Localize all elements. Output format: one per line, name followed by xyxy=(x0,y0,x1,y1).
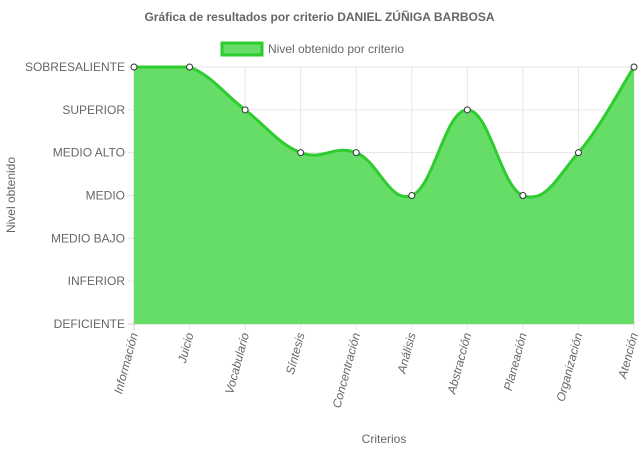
y-tick-label: MEDIO BAJO xyxy=(51,231,125,245)
x-tick-label: Atención xyxy=(615,331,639,381)
data-point[interactable] xyxy=(130,63,138,71)
y-tick-label: SUPERIOR xyxy=(62,103,125,117)
data-point[interactable] xyxy=(519,192,527,199)
series-area xyxy=(134,67,634,324)
y-tick-label: MEDIO xyxy=(86,189,125,203)
x-tick-label: Planeación xyxy=(501,331,530,392)
legend-swatch xyxy=(220,41,264,57)
data-point[interactable] xyxy=(352,149,360,157)
data-point[interactable] xyxy=(630,63,638,71)
data-point[interactable] xyxy=(297,149,305,157)
x-tick-label: Síntesis xyxy=(283,331,308,376)
x-tick-label: Información xyxy=(111,331,141,395)
legend-label: Nivel obtenido por criterio xyxy=(268,42,404,56)
x-tick-label: Análisis xyxy=(394,331,418,376)
data-point[interactable] xyxy=(574,149,582,157)
x-tick-label: Concentración xyxy=(330,331,364,410)
data-point[interactable] xyxy=(463,106,471,114)
y-tick-label: SOBRESALIENTE xyxy=(25,60,125,74)
x-tick-label: Juicio xyxy=(175,331,197,366)
x-tick-label: Vocabulario xyxy=(222,331,252,396)
y-tick-label: MEDIO ALTO xyxy=(53,146,125,160)
x-tick-label: Organización xyxy=(554,331,586,403)
plot-area xyxy=(134,65,636,324)
legend[interactable]: Nivel obtenido por criterio xyxy=(220,41,404,57)
y-tick-label: DEFICIENTE xyxy=(54,317,125,331)
x-axis-ticks: Información Juicio Vocabulario Síntesis Conc… xyxy=(111,331,639,410)
y-axis-label: Nivel obtenido xyxy=(4,157,18,233)
data-points[interactable] xyxy=(130,63,638,199)
x-tick-label: Abstracción xyxy=(444,331,474,396)
y-tick-label: INFERIOR xyxy=(68,274,126,288)
data-point[interactable] xyxy=(186,63,194,71)
x-axis-label: Criterios xyxy=(362,432,407,446)
data-point[interactable] xyxy=(408,192,416,199)
y-axis-ticks: DEFICIENTE INFERIOR MEDIO BAJO MEDIO MEDIO A… xyxy=(25,60,125,331)
data-point[interactable] xyxy=(241,106,249,114)
chart-title: Gráfica de resultados por criterio DANIE… xyxy=(144,9,494,24)
